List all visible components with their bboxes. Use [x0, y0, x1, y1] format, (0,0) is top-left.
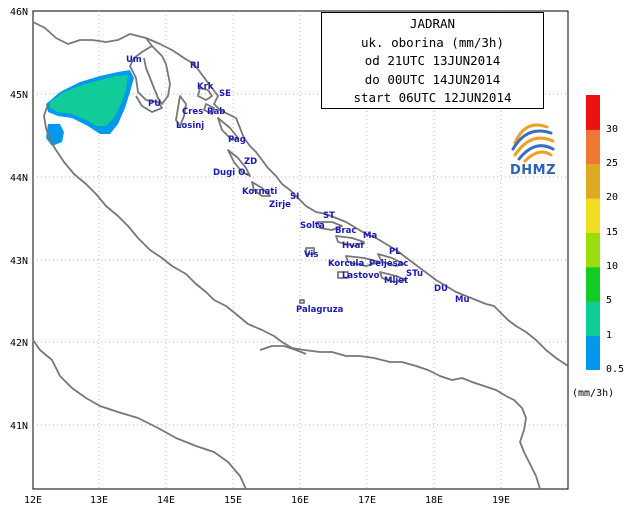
place-label: Palagruza: [296, 305, 344, 315]
title-box: JADRAN uk. oborina (mm/3h) od 21UTC 13JU…: [321, 12, 544, 109]
legend-label: 1: [606, 330, 613, 341]
island-vis: [305, 247, 315, 255]
title-to-time: do 00UTC 14JUN2014: [364, 71, 501, 87]
lon-tick: 12E: [24, 495, 42, 506]
place-label: Solta: [300, 221, 325, 231]
place-label: Dugi O.: [213, 168, 248, 178]
place-label: PU: [148, 99, 161, 109]
peljesac: [377, 253, 405, 267]
legend-swatch: [586, 266, 600, 302]
lat-tick: 44N: [10, 173, 28, 184]
lat-axis: 46N 45N 44N 43N 42N 41N: [10, 7, 28, 432]
legend-swatch: [586, 163, 600, 199]
lon-tick: 18E: [425, 495, 443, 506]
island-rab: [203, 103, 215, 115]
title-region: JADRAN: [409, 16, 456, 31]
lat-tick: 42N: [10, 338, 28, 349]
lon-tick: 13E: [90, 495, 108, 506]
place-label: Zirje: [269, 200, 291, 210]
legend-swatch: [586, 129, 600, 165]
place-label: Peljesac: [369, 259, 408, 269]
place-label: ST: [323, 211, 335, 221]
gargano: [259, 345, 307, 355]
island-krk: [197, 87, 213, 101]
place-label: SE: [219, 89, 231, 99]
legend-swatch: [586, 301, 600, 337]
place-label: Korcula: [328, 259, 364, 269]
lon-tick: 14E: [157, 495, 175, 506]
place-label: Mljet: [384, 276, 408, 286]
island-hvar: [335, 235, 365, 247]
island-brac: [317, 221, 343, 231]
island-kornati: [251, 181, 271, 197]
island-korcula: [345, 255, 381, 267]
title-variable: uk. oborina (mm/3h): [361, 34, 504, 50]
place-label: PL: [389, 247, 401, 257]
place-label: Pag: [228, 135, 246, 145]
place-label: DU: [434, 284, 448, 294]
island-cres: [175, 95, 187, 127]
place-label: STu: [406, 269, 423, 279]
place-labels: Um RI Krk SE PU Cres Rab Losinj Pag ZD D…: [126, 55, 470, 315]
italy-coast-north: [32, 21, 163, 113]
island-palagruza: [299, 299, 305, 304]
place-label: Hvar: [342, 241, 365, 251]
island-pag: [217, 117, 239, 141]
title-from-time: od 21UTC 13JUN2014: [364, 53, 501, 68]
lon-tick: 15E: [224, 495, 242, 506]
place-label: Krk: [197, 82, 214, 92]
place-label: Mu: [455, 295, 470, 305]
precip-color-legend: [586, 95, 600, 370]
lon-tick: 17E: [358, 495, 376, 506]
lat-tick: 45N: [10, 90, 28, 101]
legend-units: (mm/3h): [572, 388, 615, 399]
legend-label: 10: [606, 261, 619, 272]
title-run-start: start 06UTC 12JUN2014: [353, 90, 512, 105]
place-label: Kornati: [242, 187, 277, 197]
lon-tick: 16E: [291, 495, 309, 506]
place-label: SI: [290, 192, 299, 202]
place-label: Um: [126, 55, 142, 65]
legend-swatch: [586, 232, 600, 268]
place-label: Vis: [304, 250, 318, 260]
dhmz-logo-text: DHMZ: [509, 163, 557, 178]
legend-swatch: [586, 95, 600, 130]
lon-axis: 12E 13E 14E 15E 16E 17E 18E 19E: [24, 495, 510, 506]
legend-label: 30: [606, 124, 619, 135]
lon-tick: 19E: [492, 495, 510, 506]
legend-label: 0.5: [606, 364, 625, 375]
legend-label: 5: [606, 295, 613, 306]
italy-coast-heel: [32, 339, 247, 490]
legend-label: 20: [606, 192, 619, 203]
island-dugi: [227, 149, 251, 177]
place-label: Rab: [207, 107, 225, 117]
legend-label: 15: [606, 227, 619, 238]
coastlines: [32, 21, 569, 490]
place-label: Losinj: [176, 121, 204, 131]
lat-tick: 43N: [10, 256, 28, 267]
place-label: ZD: [244, 157, 257, 167]
istria: [143, 45, 171, 105]
legend-label: 25: [606, 158, 619, 169]
legend-swatch: [586, 198, 600, 233]
place-label: RI: [190, 61, 200, 71]
lat-tick: 46N: [10, 7, 28, 18]
island-lastovo: [337, 271, 349, 279]
place-label: Ma: [363, 231, 377, 241]
island-mljet: [379, 271, 407, 283]
place-label: Brac: [335, 226, 356, 236]
croatia-coast: [145, 37, 569, 367]
place-label: Cres: [182, 107, 203, 117]
precip-area-moderate: [50, 75, 128, 126]
dhmz-logo-swirl-icon: [511, 123, 555, 163]
place-label: Lastovo: [342, 271, 380, 281]
lat-tick: 41N: [10, 421, 28, 432]
legend-swatch: [586, 335, 600, 370]
